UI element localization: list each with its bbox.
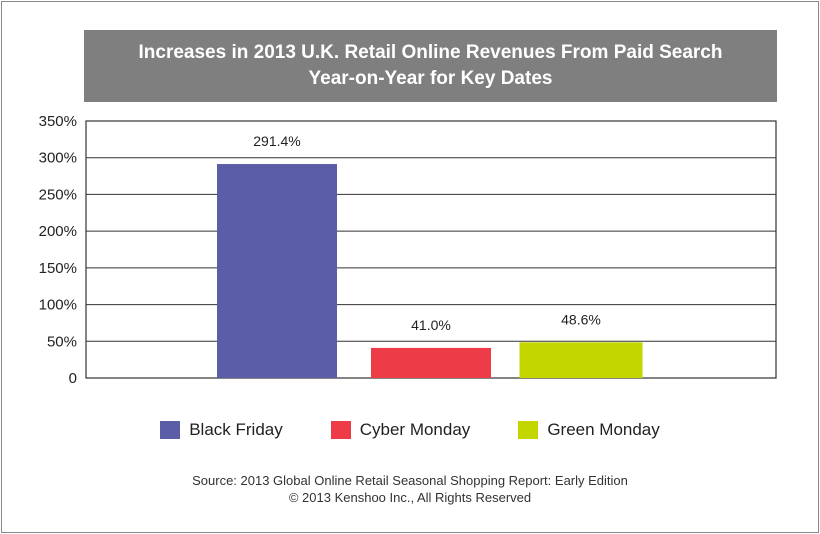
chart-legend: Black Friday Cyber Monday Green Monday (0, 420, 820, 440)
y-tick-label-250: 250% (39, 186, 77, 203)
legend-swatch-green-monday (518, 421, 539, 439)
legend-swatch-cyber-monday (330, 421, 351, 439)
plot-area-border (85, 120, 777, 379)
y-tick-label-50: 50% (47, 333, 77, 350)
y-tick-label-200: 200% (39, 223, 77, 240)
chart-title-line-2: Year-on-Year for Key Dates (308, 68, 553, 89)
legend-label-black-friday: Black Friday (189, 420, 283, 439)
chart-title-line-1: Increases in 2013 U.K. Retail Online Rev… (138, 42, 723, 63)
legend-item-green-monday: Green Monday (518, 420, 660, 440)
y-tick-label-0: 0 (69, 370, 77, 387)
bar-cyber-monday (371, 347, 491, 378)
legend-label-green-monday: Green Monday (547, 420, 660, 439)
y-tick-label-100: 100% (39, 297, 77, 314)
chart-footer: Source: 2013 Global Online Retail Season… (0, 472, 820, 506)
legend-item-black-friday: Black Friday (160, 420, 283, 440)
y-tick-label-150: 150% (39, 260, 77, 277)
bar-green-monday (519, 342, 643, 378)
source-note: Source: 2013 Global Online Retail Season… (192, 473, 628, 488)
data-label-black-friday: 291.4% (253, 133, 300, 149)
chart-title: Increases in 2013 U.K. Retail Online Rev… (84, 30, 777, 102)
legend-swatch-black-friday (160, 421, 181, 439)
data-label-green-monday: 48.6% (561, 311, 601, 327)
copyright-note: © 2013 Kenshoo Inc., All Rights Reserved (288, 490, 532, 505)
legend-label-cyber-monday: Cyber Monday (359, 420, 471, 439)
y-tick-label-300: 300% (39, 150, 77, 167)
y-tick-label-350: 350% (39, 113, 77, 130)
legend-item-cyber-monday: Cyber Monday (330, 420, 471, 440)
bar-black-friday (217, 164, 337, 378)
data-label-cyber-monday: 41.0% (411, 317, 451, 333)
